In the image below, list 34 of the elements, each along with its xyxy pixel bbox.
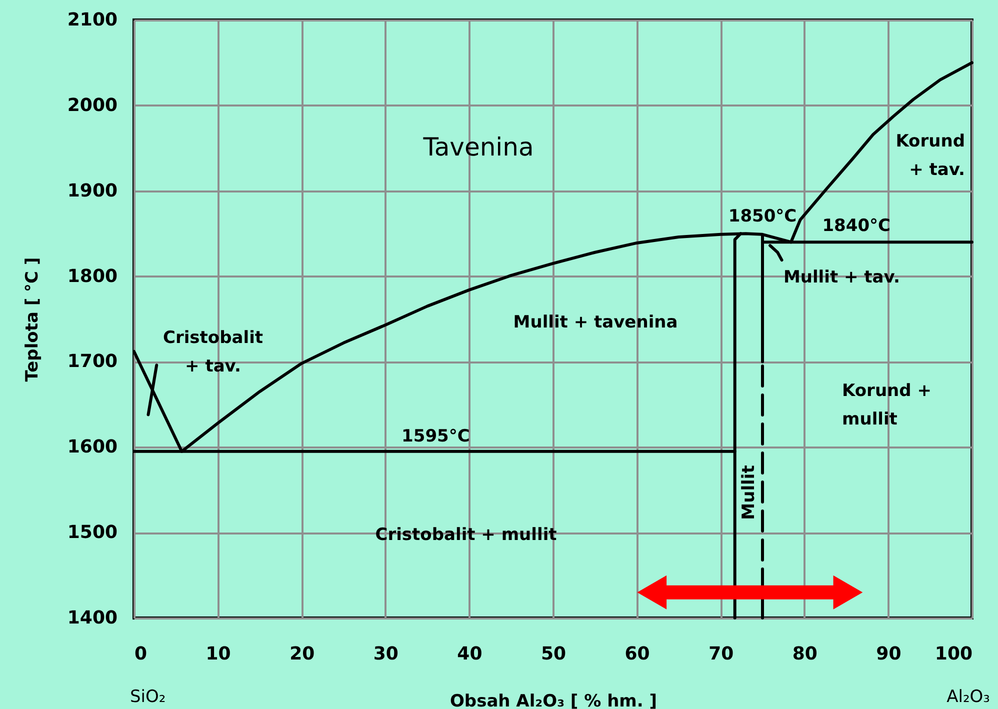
y-tick-label: 1800 <box>67 266 118 287</box>
x-tick-label: 90 <box>876 644 902 664</box>
annotation: Tavenina <box>422 132 534 162</box>
text: Al₂O₃ <box>946 687 990 707</box>
x-tick-label: 0 <box>134 644 148 664</box>
annotation: 1595°C <box>402 426 470 446</box>
y-tick-label: 1700 <box>67 351 118 372</box>
x-tick-label: 20 <box>290 644 315 664</box>
annotation: Korund + mullit <box>842 381 932 430</box>
y-tick-label: 1900 <box>67 180 118 202</box>
x-tick-label: 10 <box>206 644 231 664</box>
x-tick-label: 80 <box>792 644 818 664</box>
y-axis-title: Teplota [ °C ] <box>22 257 42 382</box>
annotation: Mullit + tav. <box>783 268 900 288</box>
annotation: Korund + tav. <box>896 132 965 180</box>
y-tick-label: 1600 <box>67 436 118 458</box>
y-tick-label: 2100 <box>67 10 118 30</box>
y-tick-label: 1400 <box>67 608 118 628</box>
annotation: 1850°C <box>728 206 797 227</box>
x-tick-label: 50 <box>540 644 566 664</box>
x-tick-label: 100 <box>934 644 972 664</box>
y-tick-label: 2000 <box>67 94 118 116</box>
annotation: Cristobalit + tav. <box>162 328 264 376</box>
annotation: Mullit + tavenina <box>513 312 678 332</box>
text: SiO₂ <box>130 687 166 707</box>
x-tick-label: 60 <box>624 644 650 664</box>
x-axis-title: Obsah Al₂O₃ [ % hm. ] <box>450 692 658 709</box>
annotation: Cristobalit + mullit <box>375 525 557 545</box>
x-tick-label: 40 <box>457 644 482 664</box>
x-tick-label: 30 <box>373 644 398 664</box>
y-tick-label: 1500 <box>67 522 118 544</box>
x-tick-label: 70 <box>708 644 734 664</box>
annotation: 1840°C <box>822 216 891 236</box>
annotation: Mullit <box>739 465 759 520</box>
